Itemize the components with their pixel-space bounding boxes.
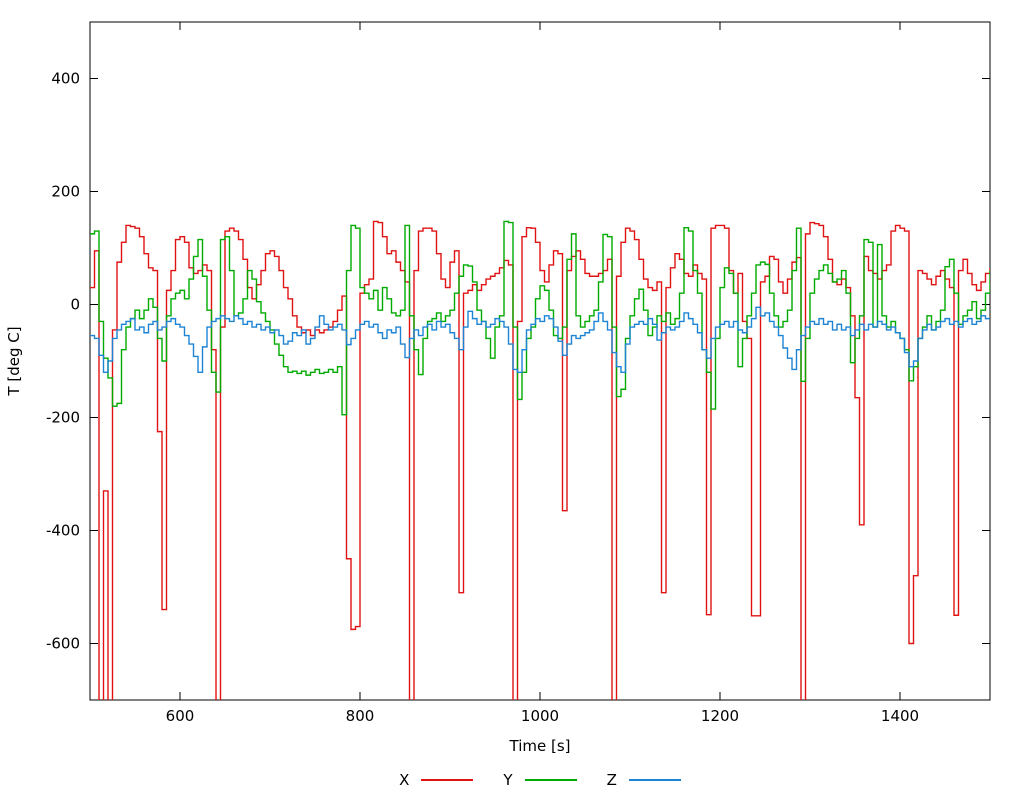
y-tick-label-200: 200 <box>51 183 80 201</box>
y-tick-label--600: -600 <box>46 635 80 653</box>
y-tick-label--400: -400 <box>46 522 80 540</box>
y-axis-title: T [deg C] <box>5 326 23 396</box>
legend-label-z: Z <box>606 771 617 789</box>
x-tick-label-1000: 1000 <box>521 707 559 725</box>
x-tick-label-600: 600 <box>166 707 195 725</box>
legend-line-sample-y <box>524 779 577 781</box>
legend-line-sample-x <box>421 779 474 781</box>
x-tick-label-1400: 1400 <box>881 707 919 725</box>
series-line-z <box>90 306 990 373</box>
y-tick-label-0: 0 <box>70 296 80 314</box>
legend: X Y Z <box>90 770 990 790</box>
legend-label-x: X <box>399 771 410 789</box>
y-tick-label-400: 400 <box>51 70 80 88</box>
x-tick-label-800: 800 <box>346 707 375 725</box>
legend-entry-z: Z <box>607 771 681 789</box>
x-axis-title: Time [s] <box>509 737 571 755</box>
legend-entry-y: Y <box>503 771 577 789</box>
y-tick-label--200: -200 <box>46 409 80 427</box>
legend-label-y: Y <box>503 771 513 789</box>
legend-entry-x: X <box>399 771 474 789</box>
legend-line-sample-z <box>628 779 681 781</box>
series-line-y <box>90 220 990 416</box>
x-tick-label-1200: 1200 <box>701 707 739 725</box>
